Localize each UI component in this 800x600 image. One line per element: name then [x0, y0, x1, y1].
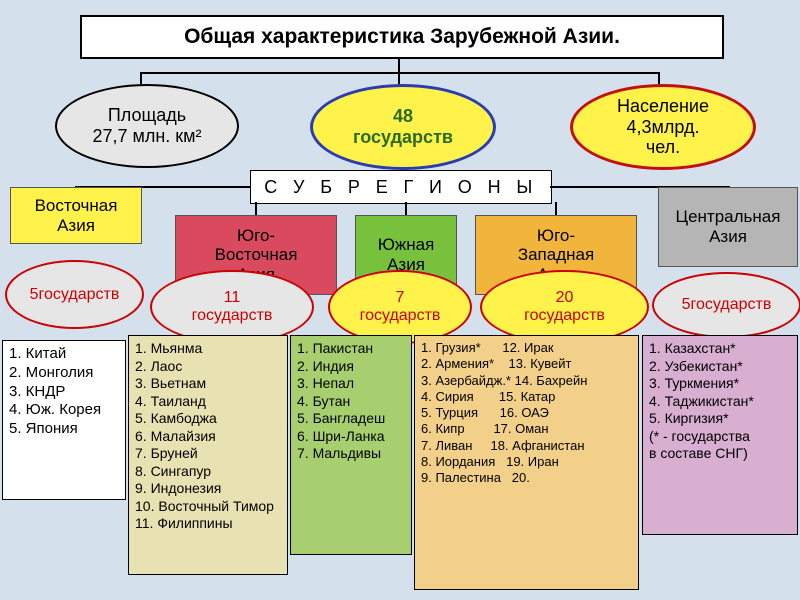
list-item: 4. Таиланд [135, 393, 281, 411]
region-se-count-text: 11 государств [192, 289, 273, 324]
list-item: 5. Камбоджа [135, 410, 281, 428]
region-se-count: 11 государств [150, 270, 314, 344]
stat-states-l2: государств [353, 127, 453, 147]
stat-states: 48 государств [310, 84, 496, 170]
list-item: 7. Мальдивы [297, 445, 405, 463]
list-item: 3. Непал [297, 375, 405, 393]
stat-area: Площадь 27,7 млн. км² [55, 84, 239, 168]
region-east-count: 5государств [5, 260, 144, 329]
stat-pop: Население 4,3млрд. чел. [570, 84, 756, 170]
region-east-label: Восточная Азия [35, 196, 118, 235]
title-text: Общая характеристика Зарубежной Азии. [184, 25, 620, 48]
list-item: 2. Армения* 13. Кувейт [421, 356, 632, 372]
line-to-left-ell [140, 72, 142, 84]
line-sub-sw [555, 202, 557, 215]
line-title-down [398, 57, 400, 72]
diagram-stage: Общая характеристика Зарубежной Азии. Пл… [0, 0, 800, 600]
stat-pop-l1: Население [617, 96, 709, 116]
list-item: 1. Китай [9, 345, 119, 364]
line-to-right-ell [658, 72, 660, 84]
list-item: 3. Азербайдж.* 14. Бахрейн [421, 373, 632, 389]
region-sw-count: 20 государств [480, 270, 649, 344]
list-item: 4. Бутан [297, 393, 405, 411]
list-item: 8. Сингапур [135, 463, 281, 481]
stat-pop-l2: 4,3млрд. [626, 117, 699, 137]
list-item: 4. Сирия 15. Катар [421, 389, 632, 405]
region-east-box: Восточная Азия [10, 187, 142, 244]
line-sub-s [405, 202, 407, 215]
list-item: 7. Бруней [135, 445, 281, 463]
stat-area-l2: 27,7 млн. км² [92, 126, 201, 146]
list-item: 2. Индия [297, 358, 405, 376]
list-item: 11. Филиппины [135, 515, 281, 533]
region-s-count: 7 государств [328, 270, 472, 344]
subregions-title: С У Б Р Е Г И О Н Ы [250, 170, 552, 204]
list-item: 5. Турция 16. ОАЭ [421, 405, 632, 421]
region-c-count: 5государств [652, 272, 800, 338]
region-se-list: 1. Мьянма2. Лаос3. Вьетнам4. Таиланд5. К… [128, 335, 288, 575]
stat-pop-l3: чел. [646, 137, 680, 157]
region-east-count-text: 5государств [30, 286, 120, 304]
list-item: 9. Индонезия [135, 480, 281, 498]
list-item: 5. Бангладеш [297, 410, 405, 428]
list-item: 3. Вьетнам [135, 375, 281, 393]
list-item: 1. Пакистан [297, 340, 405, 358]
title-box: Общая характеристика Зарубежной Азии. [80, 15, 724, 59]
list-item: 6. Малайзия [135, 428, 281, 446]
list-item: 9. Палестина 20. [421, 470, 632, 486]
region-c-count-text: 5государств [682, 296, 772, 314]
line-to-mid-ell [398, 72, 400, 84]
list-item: 3. Туркмения* [649, 375, 791, 393]
list-item: 4. Таджикистан* [649, 393, 791, 411]
region-sw-list: 1. Грузия* 12. Ирак2. Армения* 13. Кувей… [414, 335, 639, 590]
stat-states-l1: 48 [393, 106, 413, 126]
list-item: 2. Монголия [9, 364, 119, 383]
region-s-list: 1. Пакистан2. Индия3. Непал4. Бутан5. Ба… [290, 335, 412, 555]
list-item: в составе СНГ) [649, 445, 791, 463]
list-item: 1. Казахстан* [649, 340, 791, 358]
list-item: (* - государства [649, 428, 791, 446]
region-c-label: Центральная Азия [676, 207, 781, 246]
line-sub-se [255, 202, 257, 215]
list-item: 1. Мьянма [135, 340, 281, 358]
list-item: 5. Япония [9, 420, 119, 439]
region-s-label: Южная Азия [378, 235, 435, 274]
list-item: 6. Кипр 17. Оман [421, 421, 632, 437]
region-c-box: Центральная Азия [658, 187, 798, 267]
region-s-count-text: 7 государств [360, 289, 441, 324]
list-item: 4. Юж. Корея [9, 401, 119, 420]
list-item: 7. Ливан 18. Афганистан [421, 438, 632, 454]
line-horizontal-top [140, 72, 660, 74]
list-item: 2. Лаос [135, 358, 281, 376]
list-item: 6. Шри-Ланка [297, 428, 405, 446]
list-item: 3. КНДР [9, 383, 119, 402]
list-item: 1. Грузия* 12. Ирак [421, 340, 632, 356]
region-east-list: 1. Китай2. Монголия3. КНДР4. Юж. Корея5.… [2, 340, 126, 500]
subregions-title-text: С У Б Р Е Г И О Н Ы [264, 177, 538, 197]
region-c-list: 1. Казахстан*2. Узбекистан*3. Туркмения*… [642, 335, 798, 535]
list-item: 8. Иордания 19. Иран [421, 454, 632, 470]
list-item: 2. Узбекистан* [649, 358, 791, 376]
list-item: 10. Восточный Тимор [135, 498, 281, 516]
region-sw-count-text: 20 государств [524, 289, 605, 324]
list-item: 5. Киргизия* [649, 410, 791, 428]
stat-area-l1: Площадь [108, 105, 186, 125]
